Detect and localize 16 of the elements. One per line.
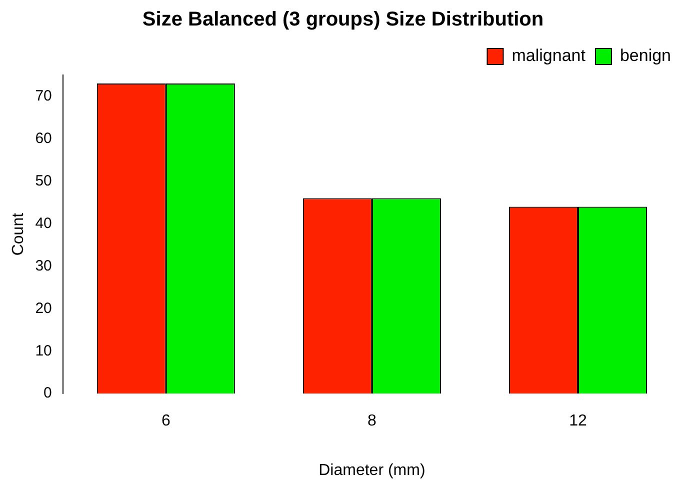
legend-label: malignant xyxy=(512,46,586,66)
y-tick-label: 70 xyxy=(35,87,52,104)
y-tick-label: 0 xyxy=(44,384,52,402)
y-tick-label: 30 xyxy=(35,257,52,274)
y-tick-label: 60 xyxy=(35,130,52,147)
y-tick-label: 10 xyxy=(35,342,52,360)
y-tick-label: 20 xyxy=(35,300,52,317)
legend-label: benign xyxy=(620,46,672,66)
x-axis-title: Diameter (mm) xyxy=(318,462,426,479)
y-axis-title: Count xyxy=(10,212,28,256)
y-tick-label: 40 xyxy=(35,214,52,232)
chart-title: Size Balanced (3 groups) Size Distribution xyxy=(142,8,544,31)
x-tick-label: 8 xyxy=(367,412,376,430)
y-tick-label: 50 xyxy=(35,172,52,190)
x-tick-label: 12 xyxy=(569,412,587,430)
x-tick-label: 6 xyxy=(161,412,170,430)
